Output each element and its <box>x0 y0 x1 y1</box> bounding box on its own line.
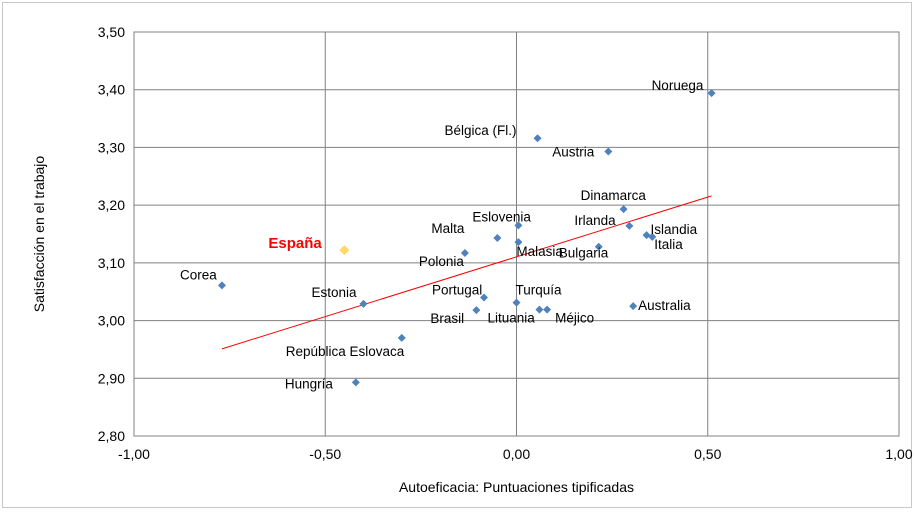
data-point <box>648 232 657 241</box>
data-point <box>351 378 360 387</box>
data-point <box>629 302 638 311</box>
plot-border <box>133 31 900 437</box>
y-tick-label: 3,00 <box>98 313 125 329</box>
point-label: Bulgaria <box>559 246 609 261</box>
y-tick-label: 3,20 <box>98 197 125 213</box>
data-point <box>397 333 406 342</box>
point-labels: Noruega Bélgica (Fl.) Austria Dinamarca Eslo… <box>180 78 704 391</box>
data-point <box>604 147 613 156</box>
point-label: Méjico <box>555 311 594 326</box>
x-tick-label: 0,50 <box>694 446 721 462</box>
trendline <box>221 195 712 350</box>
y-axis-title: Satisfacción en el trabajo <box>31 156 47 313</box>
data-point <box>533 134 542 143</box>
x-axis-ticks: -1,00 -0,50 0,00 0,50 1,00 <box>118 446 913 462</box>
y-tick-label: 2,90 <box>98 370 125 386</box>
plot-area <box>133 31 900 437</box>
data-point <box>460 249 469 258</box>
data-point <box>543 305 552 314</box>
y-axis-ticks: 2,80 2,90 3,00 3,10 3,20 3,30 3,40 3,50 <box>98 24 125 444</box>
x-tick-label: -1,00 <box>118 446 150 462</box>
point-label: Lituania <box>487 311 535 326</box>
data-point <box>625 221 634 230</box>
data-point <box>217 281 226 290</box>
data-point <box>707 89 716 98</box>
data-point <box>535 305 544 314</box>
data-point <box>479 293 488 302</box>
data-point <box>514 221 523 230</box>
point-label: Malta <box>431 221 465 236</box>
point-label: Brasil <box>430 311 464 326</box>
point-label: Irlanda <box>574 213 616 228</box>
point-label: Italia <box>654 237 683 252</box>
x-axis-title: Autoeficacia: Puntuaciones tipificadas <box>399 479 634 495</box>
point-label: Estonia <box>312 285 358 300</box>
data-point <box>619 205 628 214</box>
y-tick-label: 3,10 <box>98 255 125 271</box>
point-label: Malasia <box>516 244 563 259</box>
point-label: Polonia <box>419 254 465 269</box>
point-label: Hungría <box>285 376 334 391</box>
point-label: Noruega <box>652 78 704 93</box>
data-point <box>339 245 350 256</box>
data-point <box>512 298 521 307</box>
data-point <box>594 242 603 251</box>
point-label: Portugal <box>432 282 482 297</box>
grid-lines <box>133 31 900 437</box>
point-label: Bélgica (Fl.) <box>445 123 517 138</box>
x-tick-label: 0,00 <box>503 446 530 462</box>
x-tick-label: -0,50 <box>309 446 341 462</box>
point-label: Eslovenia <box>472 209 531 224</box>
point-label: República Eslovaca <box>286 344 405 359</box>
point-label: Islandia <box>651 222 698 237</box>
data-points <box>217 89 716 387</box>
y-tick-label: 2,80 <box>98 428 125 444</box>
x-tick-label: 1,00 <box>885 446 912 462</box>
y-tick-label: 3,40 <box>98 82 125 98</box>
point-label: España <box>268 235 322 252</box>
data-point <box>642 231 651 240</box>
data-point <box>472 306 481 315</box>
scatter-chart: Noruega Bélgica (Fl.) Austria Dinamarca Eslo… <box>31 24 913 495</box>
point-label: Austria <box>552 144 595 159</box>
point-label: Turquía <box>516 283 563 298</box>
data-point <box>493 234 502 243</box>
y-tick-label: 3,30 <box>98 139 125 155</box>
point-label: Corea <box>180 267 217 282</box>
y-tick-label: 3,50 <box>98 24 125 40</box>
data-point <box>514 238 523 247</box>
point-label: Australia <box>638 298 691 313</box>
data-point <box>359 299 368 308</box>
point-label: Dinamarca <box>581 188 647 203</box>
